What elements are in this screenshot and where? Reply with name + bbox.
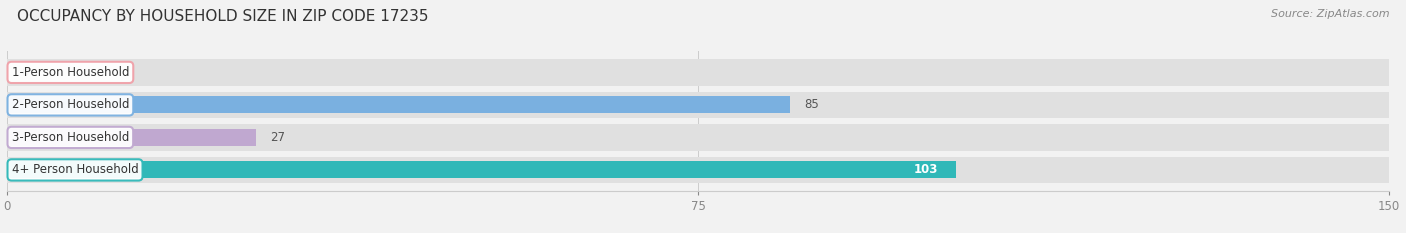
- Text: 4+ Person Household: 4+ Person Household: [11, 163, 138, 176]
- Bar: [7, 96, 790, 113]
- Text: 2-Person Household: 2-Person Household: [11, 98, 129, 111]
- Text: 0: 0: [21, 66, 28, 79]
- Bar: [7, 92, 1389, 118]
- Bar: [7, 161, 956, 178]
- Bar: [7, 157, 1389, 183]
- Bar: [7, 124, 1389, 151]
- Text: 27: 27: [270, 131, 284, 144]
- Text: 1-Person Household: 1-Person Household: [11, 66, 129, 79]
- Text: 3-Person Household: 3-Person Household: [11, 131, 129, 144]
- Bar: [7, 59, 1389, 86]
- Text: OCCUPANCY BY HOUSEHOLD SIZE IN ZIP CODE 17235: OCCUPANCY BY HOUSEHOLD SIZE IN ZIP CODE …: [17, 9, 429, 24]
- Bar: [7, 129, 256, 146]
- Text: 85: 85: [804, 98, 818, 111]
- Text: 103: 103: [914, 163, 938, 176]
- Text: Source: ZipAtlas.com: Source: ZipAtlas.com: [1271, 9, 1389, 19]
